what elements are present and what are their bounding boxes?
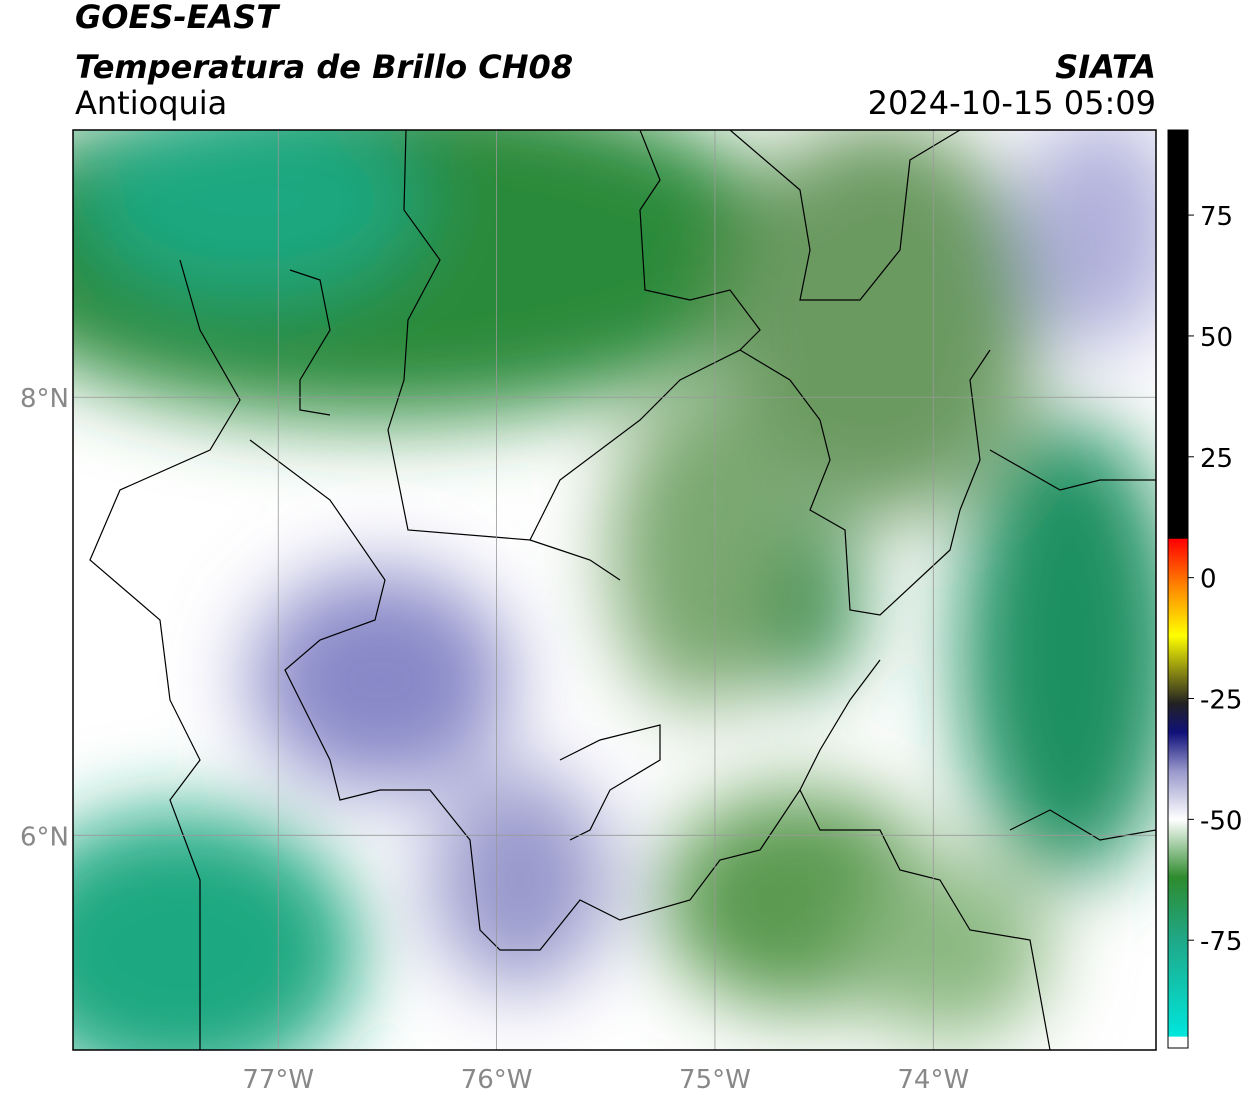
colorbar-tick-label: 25 xyxy=(1200,444,1233,474)
y-tick-label: 6°N xyxy=(20,822,69,852)
source: SIATA xyxy=(1055,48,1156,86)
colorbar xyxy=(1167,129,1189,1049)
x-tick-label: 77°W xyxy=(242,1065,314,1095)
x-tick-label: 76°W xyxy=(461,1065,533,1095)
colorbar-tick-label: 0 xyxy=(1200,565,1217,595)
timestamp: 2024-10-15 05:09 xyxy=(868,84,1156,122)
x-tick-label: 75°W xyxy=(679,1065,751,1095)
colorbar-tick-label: 75 xyxy=(1200,202,1233,232)
map-image xyxy=(73,130,1156,1050)
colorbar-tick-label: -75 xyxy=(1200,927,1242,957)
colorbar-tick-label: -25 xyxy=(1200,685,1242,715)
subtitle: Temperatura de Brillo CH08 xyxy=(75,48,573,86)
x-tick-label: 74°W xyxy=(897,1065,969,1095)
region: Antioquia xyxy=(75,84,227,122)
colorbar-tick-label: 50 xyxy=(1200,323,1233,353)
map-frame xyxy=(72,129,1157,1051)
title: GOES-EAST xyxy=(75,0,280,36)
y-tick-label: 8°N xyxy=(20,384,69,414)
colorbar-tick-label: -50 xyxy=(1200,806,1242,836)
